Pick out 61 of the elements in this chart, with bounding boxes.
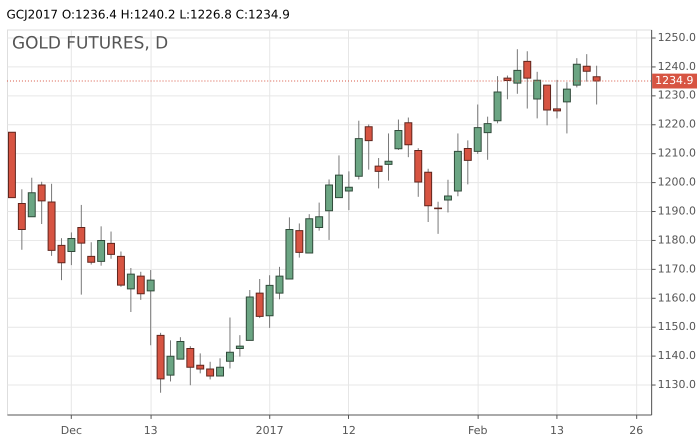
candlestick (186, 346, 194, 386)
candlestick (444, 179, 452, 213)
candlestick (404, 117, 412, 158)
y-tick-label: 1180.0 (658, 233, 696, 246)
x-tick-label: Feb (468, 424, 488, 437)
y-tick-label: 1200.0 (658, 176, 696, 189)
candlestick (315, 202, 324, 232)
candlestick (572, 58, 581, 88)
candlestick (58, 238, 66, 281)
candlestick (196, 352, 204, 374)
candlestick (394, 119, 402, 150)
candlestick (38, 181, 46, 225)
candlestick (434, 201, 442, 234)
x-tick-label: 12 (342, 424, 356, 437)
x-tick-label: 26 (629, 424, 644, 437)
candlestick (107, 231, 116, 260)
candlestick (513, 48, 522, 94)
candlestick (533, 71, 542, 119)
y-tick-label: 1190.0 (658, 204, 696, 218)
candlestick (335, 154, 343, 198)
candlestick (176, 336, 184, 360)
candlestick (77, 204, 86, 296)
candlestick (226, 316, 234, 369)
candlestick (146, 270, 155, 346)
candlestick (97, 226, 106, 266)
candlestick (87, 242, 96, 266)
candlestick (384, 132, 392, 182)
y-tick-label: 1130.0 (658, 378, 696, 392)
candlestick (206, 361, 214, 380)
candlestick (216, 358, 224, 376)
y-tick-label: 1140.0 (658, 349, 696, 362)
y-tick-label: 1240.0 (658, 60, 696, 73)
y-tick-label: 1150.0 (658, 320, 696, 334)
y-tick-label: 1160.0 (658, 291, 696, 304)
y-tick-label: 1170.0 (658, 262, 696, 276)
y-tick-label: 1250.0 (658, 30, 696, 44)
candlestick (67, 232, 76, 266)
candlestick (464, 140, 472, 185)
candlestick (484, 116, 492, 160)
candlestick (136, 271, 145, 300)
chart-title: GCJ2017 O:1236.4 H:1240.2 L:1226.8 C:1234.9 (6, 8, 290, 22)
candlestick (236, 334, 244, 358)
candlestick (256, 278, 264, 319)
candlestick (344, 170, 353, 211)
x-tick-label: 13 (144, 424, 158, 437)
candlestick (295, 222, 304, 258)
candlestick (276, 266, 284, 300)
x-tick-label: Dec (60, 424, 82, 437)
y-tick-label: 1220.0 (658, 118, 696, 131)
chart-subtitle: GOLD FUTURES, D (12, 32, 168, 52)
candlestick (126, 268, 135, 312)
candlestick (562, 82, 571, 134)
candlestick (374, 158, 383, 189)
x-tick-label: 13 (550, 424, 564, 437)
candlestick (474, 104, 482, 154)
candlestick (364, 124, 373, 170)
y-tick-label: 1210.0 (658, 146, 696, 160)
x-tick-label: 2017 (256, 424, 284, 437)
y-tick-label: 1230.0 (658, 88, 696, 102)
candlestick (166, 340, 174, 382)
ref-line-label: 1234.9 (655, 74, 694, 88)
